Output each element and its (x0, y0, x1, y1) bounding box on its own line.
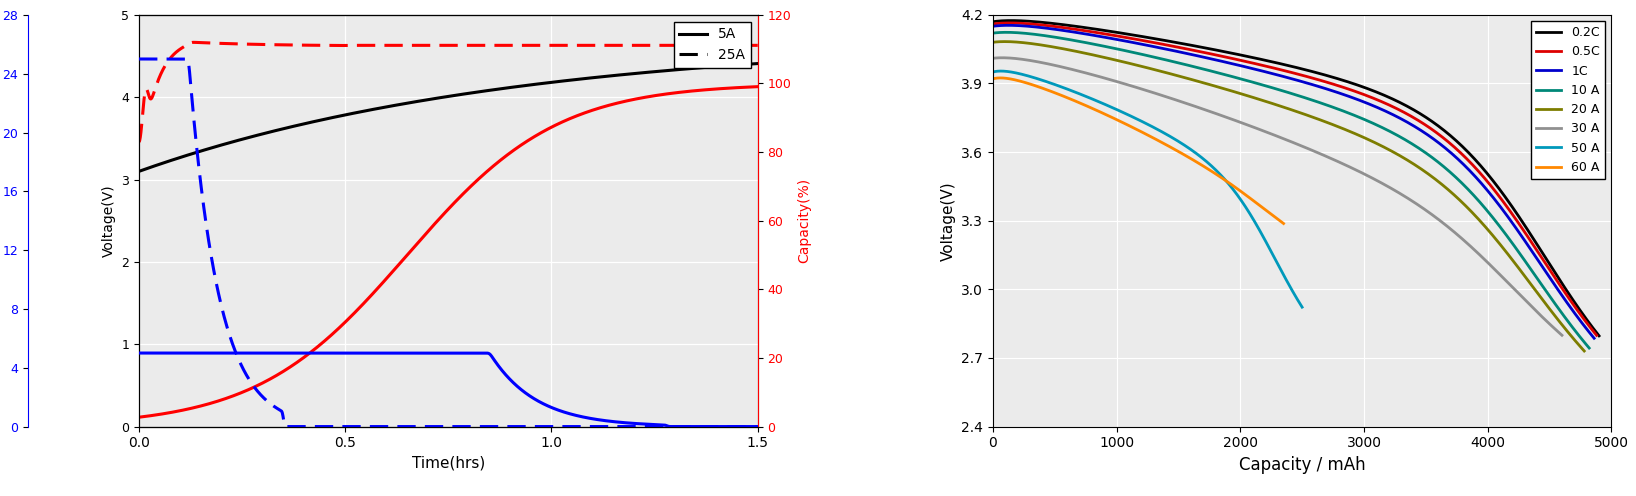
50 A (1124, 114, 1144, 120)
20 A (1088, 53, 1108, 59)
10 A (1090, 42, 1109, 48)
0.2C (1091, 27, 1111, 33)
60 A (1202, 169, 1222, 175)
X-axis label: Capacity / mAh: Capacity / mAh (1238, 456, 1366, 474)
30 A (1130, 85, 1150, 91)
0.5C (1000, 20, 1019, 26)
20 A (1135, 64, 1155, 70)
60 A (991, 75, 1011, 81)
0.2C (1001, 17, 1021, 23)
30 A (1085, 72, 1104, 78)
20 A (1574, 348, 1593, 354)
50 A (1063, 88, 1083, 94)
10 A (996, 29, 1016, 35)
Legend: 0.2C, 0.5C, 1C, 10 A, 20 A, 30 A, 50 A, 60 A: 0.2C, 0.5C, 1C, 10 A, 20 A, 30 A, 50 A, … (1531, 21, 1605, 179)
1C (1256, 69, 1276, 75)
30 A (983, 56, 1003, 62)
50 A (1189, 153, 1209, 159)
Line: 50 A: 50 A (993, 71, 1302, 307)
0.5C (1091, 30, 1111, 36)
0.5C (1256, 63, 1276, 69)
1C (1139, 43, 1158, 49)
1C (1436, 146, 1456, 152)
Line: 0.5C: 0.5C (993, 23, 1597, 335)
Line: 1C: 1C (993, 25, 1593, 338)
30 A (1412, 205, 1432, 211)
X-axis label: Time(hrs): Time(hrs) (412, 456, 484, 471)
50 A (983, 69, 1003, 75)
Y-axis label: Voltage(V): Voltage(V) (941, 181, 955, 260)
50 A (1292, 304, 1312, 310)
Legend: 5A, 25A: 5A, 25A (674, 22, 751, 68)
10 A (1382, 129, 1402, 135)
30 A (1364, 176, 1384, 182)
1C (1386, 113, 1405, 119)
60 A (1155, 141, 1175, 147)
0.2C (983, 19, 1003, 25)
Line: 20 A: 20 A (993, 42, 1584, 351)
50 A (991, 68, 1011, 74)
Y-axis label: Capacity(%): Capacity(%) (797, 178, 811, 263)
30 A (1242, 124, 1261, 129)
20 A (1332, 125, 1351, 131)
0.2C (1258, 58, 1278, 64)
60 A (1116, 121, 1135, 126)
1C (1584, 335, 1603, 341)
20 A (1379, 147, 1399, 153)
Line: 30 A: 30 A (993, 58, 1562, 335)
0.2C (1342, 80, 1361, 86)
10 A (1579, 345, 1598, 351)
0.5C (1587, 332, 1607, 338)
0.2C (1440, 132, 1459, 138)
20 A (1252, 97, 1271, 103)
0.5C (1139, 39, 1158, 45)
0.5C (1340, 86, 1360, 92)
0.5C (1387, 106, 1407, 112)
0.5C (983, 21, 1003, 27)
Line: 0.2C: 0.2C (993, 20, 1598, 336)
50 A (1039, 79, 1058, 85)
1C (983, 23, 1003, 29)
10 A (1253, 82, 1273, 88)
Line: 60 A: 60 A (993, 78, 1284, 224)
10 A (1335, 109, 1355, 115)
Y-axis label: Voltage(V): Voltage(V) (101, 185, 116, 257)
30 A (993, 55, 1013, 61)
30 A (1319, 155, 1338, 161)
0.5C (1438, 139, 1458, 145)
60 A (1036, 86, 1055, 92)
1C (1000, 22, 1019, 28)
Line: 10 A: 10 A (993, 32, 1589, 348)
60 A (1058, 95, 1078, 101)
20 A (995, 39, 1014, 45)
50 A (1166, 137, 1186, 143)
0.2C (1140, 35, 1160, 41)
60 A (1274, 221, 1294, 227)
0.2C (1589, 333, 1608, 339)
10 A (983, 30, 1003, 36)
60 A (983, 76, 1003, 82)
60 A (1178, 154, 1198, 160)
30 A (1553, 332, 1572, 338)
0.2C (1389, 99, 1409, 105)
10 A (1137, 53, 1157, 59)
20 A (983, 39, 1003, 45)
1C (1338, 93, 1358, 99)
50 A (1217, 178, 1237, 184)
20 A (1430, 179, 1449, 185)
1C (1091, 33, 1111, 39)
10 A (1433, 163, 1453, 169)
